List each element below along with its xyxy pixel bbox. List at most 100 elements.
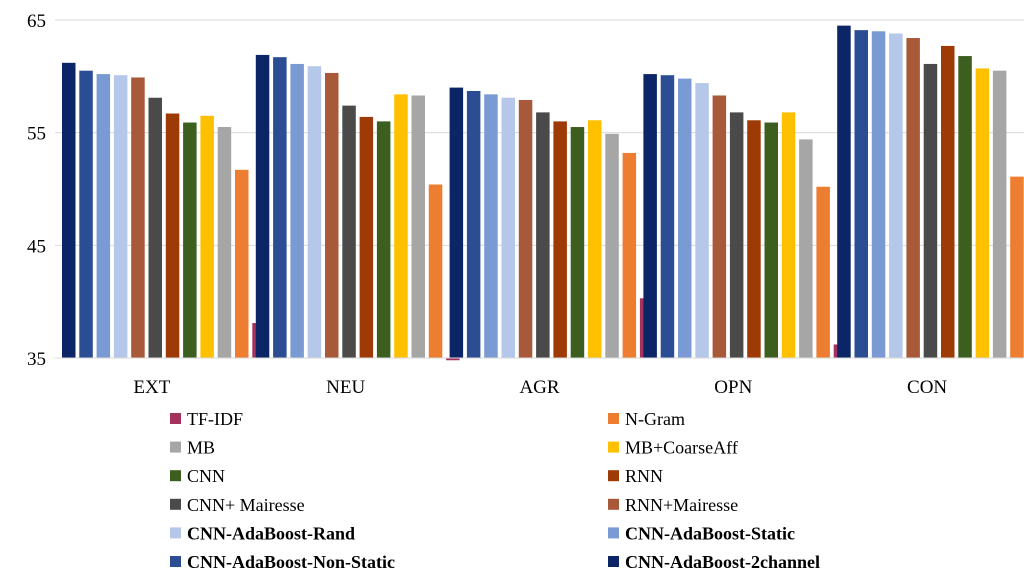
bar xyxy=(570,127,585,359)
bar xyxy=(536,112,550,359)
bar xyxy=(871,31,886,359)
legend-item: CNN-AdaBoost-Non-Static xyxy=(170,552,395,572)
bar xyxy=(553,121,567,359)
bar xyxy=(342,105,356,358)
bar xyxy=(376,121,391,359)
legend-item: CNN-AdaBoost-Rand xyxy=(170,523,355,543)
bar xyxy=(729,112,744,359)
x-category-label: CON xyxy=(907,377,947,398)
bar xyxy=(113,75,128,358)
legend-swatch xyxy=(170,470,181,482)
bar xyxy=(273,57,287,359)
legend-label: CNN-AdaBoost-Non-Static xyxy=(187,552,395,572)
bar xyxy=(183,122,197,358)
legend-item: N-Gram xyxy=(608,409,685,429)
bar xyxy=(678,78,692,358)
bar xyxy=(148,97,162,359)
bar xyxy=(923,63,938,358)
legend-item: CNN+ Mairesse xyxy=(170,495,305,515)
legend-swatch xyxy=(608,413,619,424)
bar xyxy=(484,94,498,359)
bar xyxy=(411,95,425,358)
legend-item: RNN xyxy=(608,466,663,486)
y-tick-label: 55 xyxy=(27,124,46,145)
bar xyxy=(975,68,990,359)
x-category-label: EXT xyxy=(133,377,170,398)
y-tick-label: 35 xyxy=(27,349,46,370)
bar xyxy=(660,75,675,358)
legend-swatch xyxy=(608,556,619,567)
legend-swatch xyxy=(170,527,181,539)
bar xyxy=(906,38,920,358)
legend-label: RNN+Mairesse xyxy=(625,495,738,515)
x-category-label: AGR xyxy=(519,377,559,398)
legend-swatch xyxy=(608,527,619,539)
bar xyxy=(325,72,339,358)
bar xyxy=(992,70,1007,358)
bar xyxy=(501,97,515,359)
legend-swatch xyxy=(170,556,181,567)
legend-label: CNN+ Mairesse xyxy=(187,495,305,515)
bar xyxy=(799,139,813,358)
bar xyxy=(518,99,533,358)
legend-label: MB xyxy=(187,438,215,458)
legend-swatch xyxy=(608,441,619,453)
bar xyxy=(62,62,76,359)
bar xyxy=(466,90,481,358)
bar xyxy=(359,116,374,358)
bar xyxy=(1010,176,1024,358)
bar xyxy=(428,184,443,358)
legend-label: RNN xyxy=(625,466,663,486)
bar xyxy=(747,120,761,358)
legend-item: CNN-AdaBoost-2channel xyxy=(608,552,820,572)
bar xyxy=(854,30,868,358)
x-category-label: OPN xyxy=(714,377,752,398)
legend-item: MB+CoarseAff xyxy=(608,438,738,458)
bar xyxy=(255,54,270,358)
x-category-label: NEU xyxy=(326,377,365,398)
bar-layer xyxy=(62,25,1024,361)
legend: TF-IDF N-Gram MB MB+CoarseAff CNN RNN CNN+ Mai… xyxy=(170,409,820,572)
bar xyxy=(165,113,180,358)
legend-item: MB xyxy=(170,438,215,458)
legend-label: CNN-AdaBoost-Rand xyxy=(187,523,355,543)
bar xyxy=(394,94,408,359)
bar xyxy=(622,152,637,358)
legend-item: CNN xyxy=(170,466,225,486)
bar xyxy=(79,70,93,358)
legend-swatch xyxy=(170,498,181,510)
bar xyxy=(588,120,602,358)
legend-swatch xyxy=(170,441,181,453)
bar xyxy=(307,66,322,359)
bar xyxy=(290,63,304,358)
bar xyxy=(816,186,830,358)
bar xyxy=(764,122,778,358)
bar xyxy=(695,83,709,359)
legend-swatch xyxy=(170,413,181,424)
y-tick-label: 65 xyxy=(27,11,46,32)
legend-item: TF-IDF xyxy=(170,409,243,429)
bar xyxy=(889,33,903,359)
bar xyxy=(131,77,145,359)
bar xyxy=(96,74,111,358)
legend-label: CNN-AdaBoost-2channel xyxy=(625,552,820,572)
bar xyxy=(235,169,249,358)
bar xyxy=(781,112,796,359)
legend-swatch xyxy=(608,498,619,510)
bar xyxy=(958,56,972,358)
bar xyxy=(217,127,232,359)
bar xyxy=(449,87,464,358)
bar xyxy=(941,45,955,359)
y-tick-label: 45 xyxy=(27,236,46,257)
axis-layer: 35 45 55 65 EXT NEU AGR OPN CON xyxy=(27,11,1024,398)
bar xyxy=(605,133,619,358)
legend-label: CNN-AdaBoost-Static xyxy=(625,523,795,543)
bar xyxy=(643,74,657,358)
legend-label: CNN xyxy=(187,466,225,486)
legend-label: MB+CoarseAff xyxy=(625,438,738,458)
legend-item: RNN+Mairesse xyxy=(608,495,738,515)
legend-swatch xyxy=(608,470,619,482)
bar xyxy=(446,358,460,361)
